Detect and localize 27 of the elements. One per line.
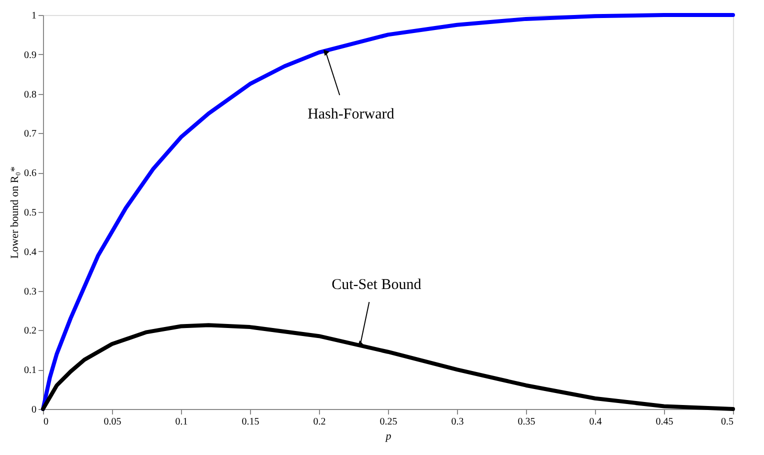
y-tick-label: 0.9 [24, 50, 36, 61]
x-tick-label: 0.05 [104, 416, 122, 428]
x-tick-label: 0.45 [656, 416, 674, 428]
y-tick-label: 0.7 [24, 128, 36, 140]
y-tick-label: 0.4 [24, 246, 36, 258]
y-tick-label: 1 [32, 10, 36, 22]
y-tick-label: 0 [32, 404, 36, 416]
annotation: Cut-Set Bound [332, 276, 422, 293]
y-tick-label: 0.8 [24, 89, 36, 100]
x-tick-label: 0.25 [380, 416, 398, 428]
y-tick-label: 0.6 [24, 168, 36, 180]
y-tick-label: 0.3 [24, 286, 36, 298]
y-tick-label: 0.5 [24, 208, 36, 218]
x-tick-label: 0 [44, 416, 48, 428]
x-tick-label: 0.35 [518, 416, 536, 428]
x-tick-label: 0.15 [242, 416, 260, 428]
x-tick-label: 0.2 [313, 416, 326, 428]
x-tick-label: 0.1 [175, 416, 188, 428]
x-tick-label: 0.3 [451, 416, 464, 428]
x-tick-label: 0.4 [589, 416, 602, 428]
x-tick-label: 0.5 [721, 416, 734, 428]
line-series [41, 13, 735, 411]
y-axis-title: Lower bound on R₀* [9, 166, 21, 259]
y-tick-label: 0.2 [24, 326, 36, 337]
annotation: Hash-Forward [308, 106, 395, 122]
y-tick-label: 0.1 [24, 365, 36, 376]
x-axis-title: p [384, 430, 392, 442]
